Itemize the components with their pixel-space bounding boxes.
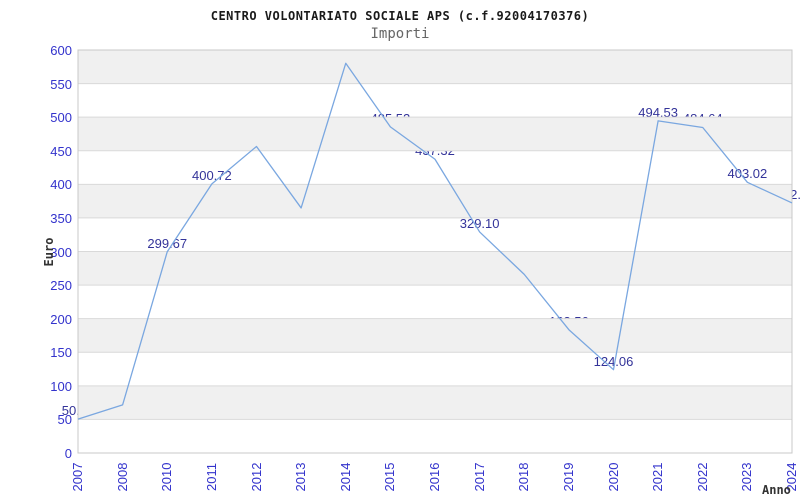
y-tick-label: 200 (50, 311, 72, 327)
grid-band (78, 50, 792, 84)
grid-band (78, 251, 792, 286)
y-tick-label: 50 (57, 412, 72, 428)
y-tick-label: 450 (50, 143, 72, 159)
chart-title: CENTRO VOLONTARIATO SOCIALE APS (c.f.920… (210, 9, 590, 23)
y-tick-label: 600 (50, 43, 72, 58)
y-tick-label: 350 (50, 210, 72, 226)
grid-band (78, 117, 792, 151)
data-line (77, 62, 793, 420)
grid-band (78, 385, 792, 420)
y-tick-label: 550 (50, 76, 72, 92)
point-value-label: 400.72 (191, 167, 232, 183)
x-axis-title: Anno (762, 483, 791, 497)
y-axis-title: Euro (42, 237, 56, 267)
chart-subtitle: Importi (370, 26, 430, 42)
y-tick-label: 0 (64, 446, 72, 461)
grid-band (78, 184, 792, 218)
point-value-label: 329.10 (459, 215, 500, 231)
grid-band (78, 318, 792, 353)
plot-border (77, 49, 793, 454)
y-tick-label: 400 (50, 177, 72, 193)
point-value-label: 494.53 (638, 104, 679, 120)
y-tick-label: 300 (50, 244, 72, 260)
point-value-label: 299.67 (147, 235, 188, 251)
y-tick-label: 100 (50, 378, 72, 394)
y-tick-label: 150 (50, 345, 72, 361)
point-value-label: 124.06 (593, 353, 634, 369)
y-tick-label: 250 (50, 278, 72, 294)
y-tick-label: 500 (50, 110, 72, 126)
